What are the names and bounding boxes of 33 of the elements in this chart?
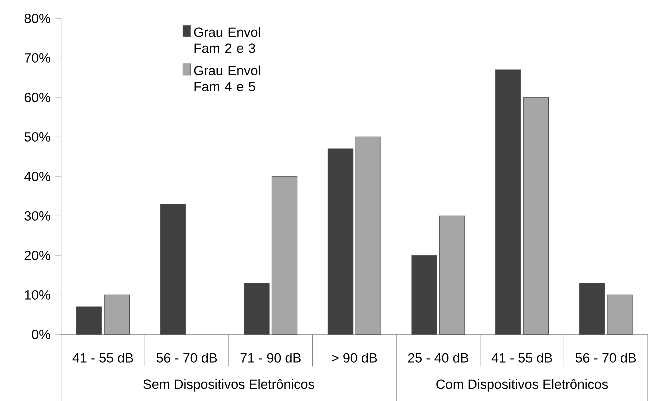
text: Sem Dispositivos Eletrônicos: [144, 379, 314, 392]
y-tick-label: 70%: [24, 53, 50, 63]
bar: [356, 136, 382, 335]
bar: [579, 283, 606, 335]
text: Com Dispositivos Eletrônicos: [436, 379, 608, 392]
y-tick-label: 40%: [24, 172, 50, 182]
x-tick-label: 56 - 70 dB: [576, 353, 636, 363]
y-tick-label: 50%: [24, 132, 50, 142]
bar: [104, 294, 130, 335]
y-tick-label: 30%: [24, 211, 50, 221]
legend-label: Grau Envol Fam 4 e 5: [194, 66, 260, 92]
bar: [328, 148, 354, 335]
bar: [523, 97, 550, 335]
bar: [412, 255, 438, 335]
x-tick-label: > 90 dB: [332, 353, 378, 363]
y-tick-label: 80%: [24, 14, 50, 24]
bar: [272, 176, 298, 335]
y-tick-label: 10%: [25, 290, 50, 300]
legend-label: Grau Envol Fam 2 e 3: [194, 27, 260, 54]
bar: [76, 306, 102, 335]
bar: [440, 216, 466, 335]
y-tick-label: 20%: [24, 250, 50, 260]
x-tick-label: 41 - 55 dB: [72, 353, 134, 363]
bar: [496, 70, 522, 335]
x-tick-label: 25 - 40 dB: [408, 353, 469, 363]
bar: [160, 204, 186, 335]
x-tick-label: 56 - 70 dB: [156, 353, 218, 363]
bar: [244, 283, 270, 335]
y-tick-label: 60%: [24, 92, 50, 102]
y-tick-label: 0%: [32, 330, 50, 340]
x-tick-label: 41 - 55 dB: [492, 353, 552, 363]
bar: [607, 294, 633, 335]
x-tick-label: 71 - 90 dB: [240, 353, 301, 363]
